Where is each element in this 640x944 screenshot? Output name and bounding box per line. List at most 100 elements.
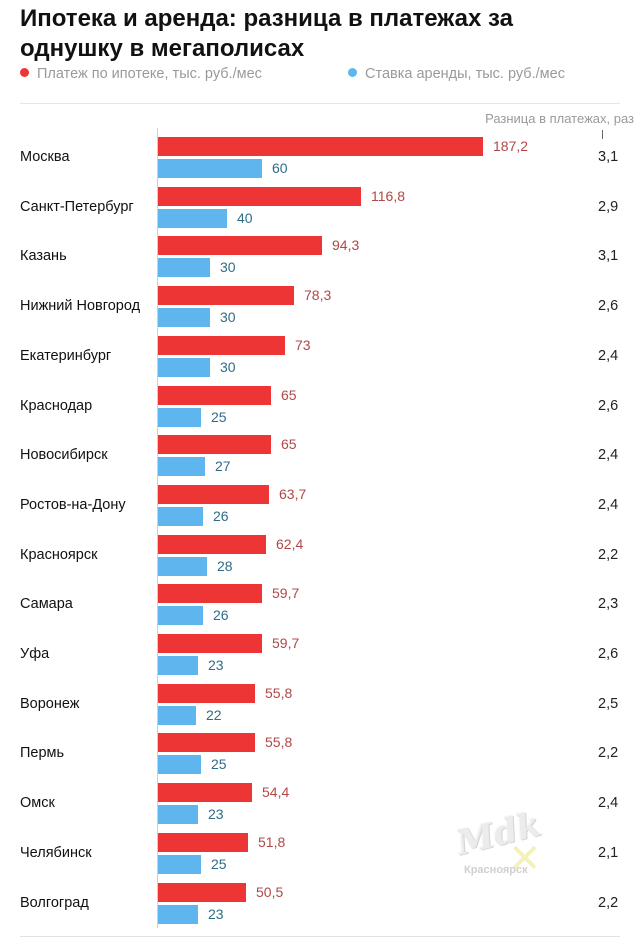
city-label: Красноярск xyxy=(20,546,98,563)
rent-value-label: 25 xyxy=(211,756,227,773)
rent-bar xyxy=(158,308,210,328)
watermark-logo: Mdk ✕ Красноярск xyxy=(448,804,548,892)
legend-dot-rent-icon xyxy=(348,68,357,77)
city-label: Москва xyxy=(20,149,70,165)
rent-value-label: 27 xyxy=(215,458,231,475)
mortgage-value-label: 50,5 xyxy=(256,883,284,900)
mortgage-bar xyxy=(158,634,262,653)
rent-bar xyxy=(158,208,227,228)
chart-row: Краснодар 65 25 2,6 xyxy=(0,385,640,434)
city-label: Омск xyxy=(20,795,55,812)
ratio-value: 2,2 xyxy=(598,745,619,762)
chart-row: Пермь 55,8 25 2,2 xyxy=(0,733,640,781)
rent-value-label: 23 xyxy=(208,806,224,823)
mortgage-bar xyxy=(158,137,483,156)
chart-row: Ростов-на-Дону 63,7 26 2,4 xyxy=(0,484,640,533)
mortgage-value-label: 55,8 xyxy=(265,734,293,751)
ratio-value: 2,4 xyxy=(598,496,619,513)
mortgage-value-label: 59,7 xyxy=(272,585,300,602)
top-divider xyxy=(20,103,620,104)
ratio-value: 2,4 xyxy=(598,795,619,812)
rent-bar xyxy=(158,556,207,576)
ratio-value: 2,2 xyxy=(598,546,619,563)
mortgage-bar xyxy=(158,832,248,852)
city-label: Екатеринбург xyxy=(20,347,112,364)
rent-bar xyxy=(158,407,201,427)
rent-value-label: 25 xyxy=(211,408,227,425)
rent-bar xyxy=(158,904,198,924)
city-label: Нижний Новгород xyxy=(20,298,141,315)
rent-bar xyxy=(158,656,198,675)
ratio-value: 2,6 xyxy=(598,646,619,662)
mortgage-bar xyxy=(158,484,269,504)
mortgage-bar xyxy=(158,186,361,206)
rent-value-label: 60 xyxy=(272,160,288,176)
mortgage-value-label: 62,4 xyxy=(276,535,304,552)
mortgage-bar xyxy=(158,435,271,455)
mortgage-bar xyxy=(158,236,322,256)
mortgage-value-label: 59,7 xyxy=(272,635,300,651)
mortgage-value-label: 51,8 xyxy=(258,833,286,850)
city-label: Санкт-Петербург xyxy=(20,198,134,215)
rent-bar xyxy=(158,705,196,725)
city-label: Уфа xyxy=(20,646,50,662)
ratio-column-header: Разница в платежах, раз xyxy=(485,111,634,126)
ratio-value: 2,6 xyxy=(598,397,619,414)
bar-axis-line xyxy=(157,128,158,928)
mortgage-value-label: 187,2 xyxy=(493,138,529,154)
mortgage-bar xyxy=(158,286,294,306)
chart-row: Новосибирск 65 27 2,4 xyxy=(0,435,640,483)
ratio-value: 2,2 xyxy=(598,894,619,911)
city-label: Ростов-на-Дону xyxy=(20,496,126,513)
mortgage-bar xyxy=(158,783,252,803)
ratio-header-tick xyxy=(602,130,603,139)
chart-row: Санкт-Петербург 116,8 40 2,9 xyxy=(0,186,640,235)
mortgage-bar xyxy=(158,534,266,554)
ratio-value: 2,1 xyxy=(598,844,619,861)
legend-item-mortgage: Платеж по ипотеке, тыс. руб./мес xyxy=(20,66,262,82)
ratio-value: 2,4 xyxy=(598,347,619,364)
rent-bar xyxy=(158,159,262,178)
rent-value-label: 40 xyxy=(237,209,253,226)
rent-value-label: 30 xyxy=(220,259,236,276)
chart-row: Красноярск 62,4 28 2,2 xyxy=(0,534,640,583)
rent-bar xyxy=(158,854,201,874)
chart-row: Екатеринбург 73 30 2,4 xyxy=(0,335,640,384)
ratio-value: 2,4 xyxy=(598,447,619,464)
mortgage-bar xyxy=(158,882,246,902)
chart-row: Челябинск 51,8 25 2,1 xyxy=(0,832,640,881)
rent-bar xyxy=(158,805,198,825)
ratio-value: 2,6 xyxy=(598,298,619,315)
mortgage-bar xyxy=(158,733,255,753)
rent-value-label: 26 xyxy=(213,507,229,524)
city-label: Челябинск xyxy=(20,844,92,861)
mortgage-value-label: 55,8 xyxy=(265,684,293,701)
city-label: Казань xyxy=(20,248,67,265)
bottom-divider xyxy=(20,936,620,937)
mortgage-bar xyxy=(158,683,255,703)
mortgage-value-label: 94,3 xyxy=(332,237,360,254)
watermark-x-icon: ✕ xyxy=(508,837,542,881)
mortgage-value-label: 54,4 xyxy=(262,784,290,801)
rent-value-label: 26 xyxy=(213,607,229,624)
ratio-value: 2,5 xyxy=(598,695,619,712)
mortgage-bar xyxy=(158,335,285,355)
legend-label-rent: Ставка аренды, тыс. руб./мес xyxy=(365,66,565,82)
chart-row: Воронеж 55,8 22 2,5 xyxy=(0,683,640,732)
rent-bar xyxy=(158,258,210,278)
legend-label-mortgage: Платеж по ипотеке, тыс. руб./мес xyxy=(37,66,262,82)
rent-value-label: 22 xyxy=(206,706,222,723)
rent-bar xyxy=(158,506,203,526)
ratio-value: 2,9 xyxy=(598,198,619,215)
city-label: Самара xyxy=(20,596,73,613)
chart-row: Омск 54,4 23 2,4 xyxy=(0,783,640,831)
rent-bar xyxy=(158,606,203,626)
mortgage-value-label: 73 xyxy=(295,336,311,353)
city-label: Пермь xyxy=(20,745,65,762)
ratio-value: 3,1 xyxy=(598,248,619,265)
ratio-value: 2,3 xyxy=(598,596,619,613)
rent-value-label: 25 xyxy=(211,855,227,872)
rent-value-label: 23 xyxy=(208,657,224,673)
city-label: Новосибирск xyxy=(20,447,108,464)
